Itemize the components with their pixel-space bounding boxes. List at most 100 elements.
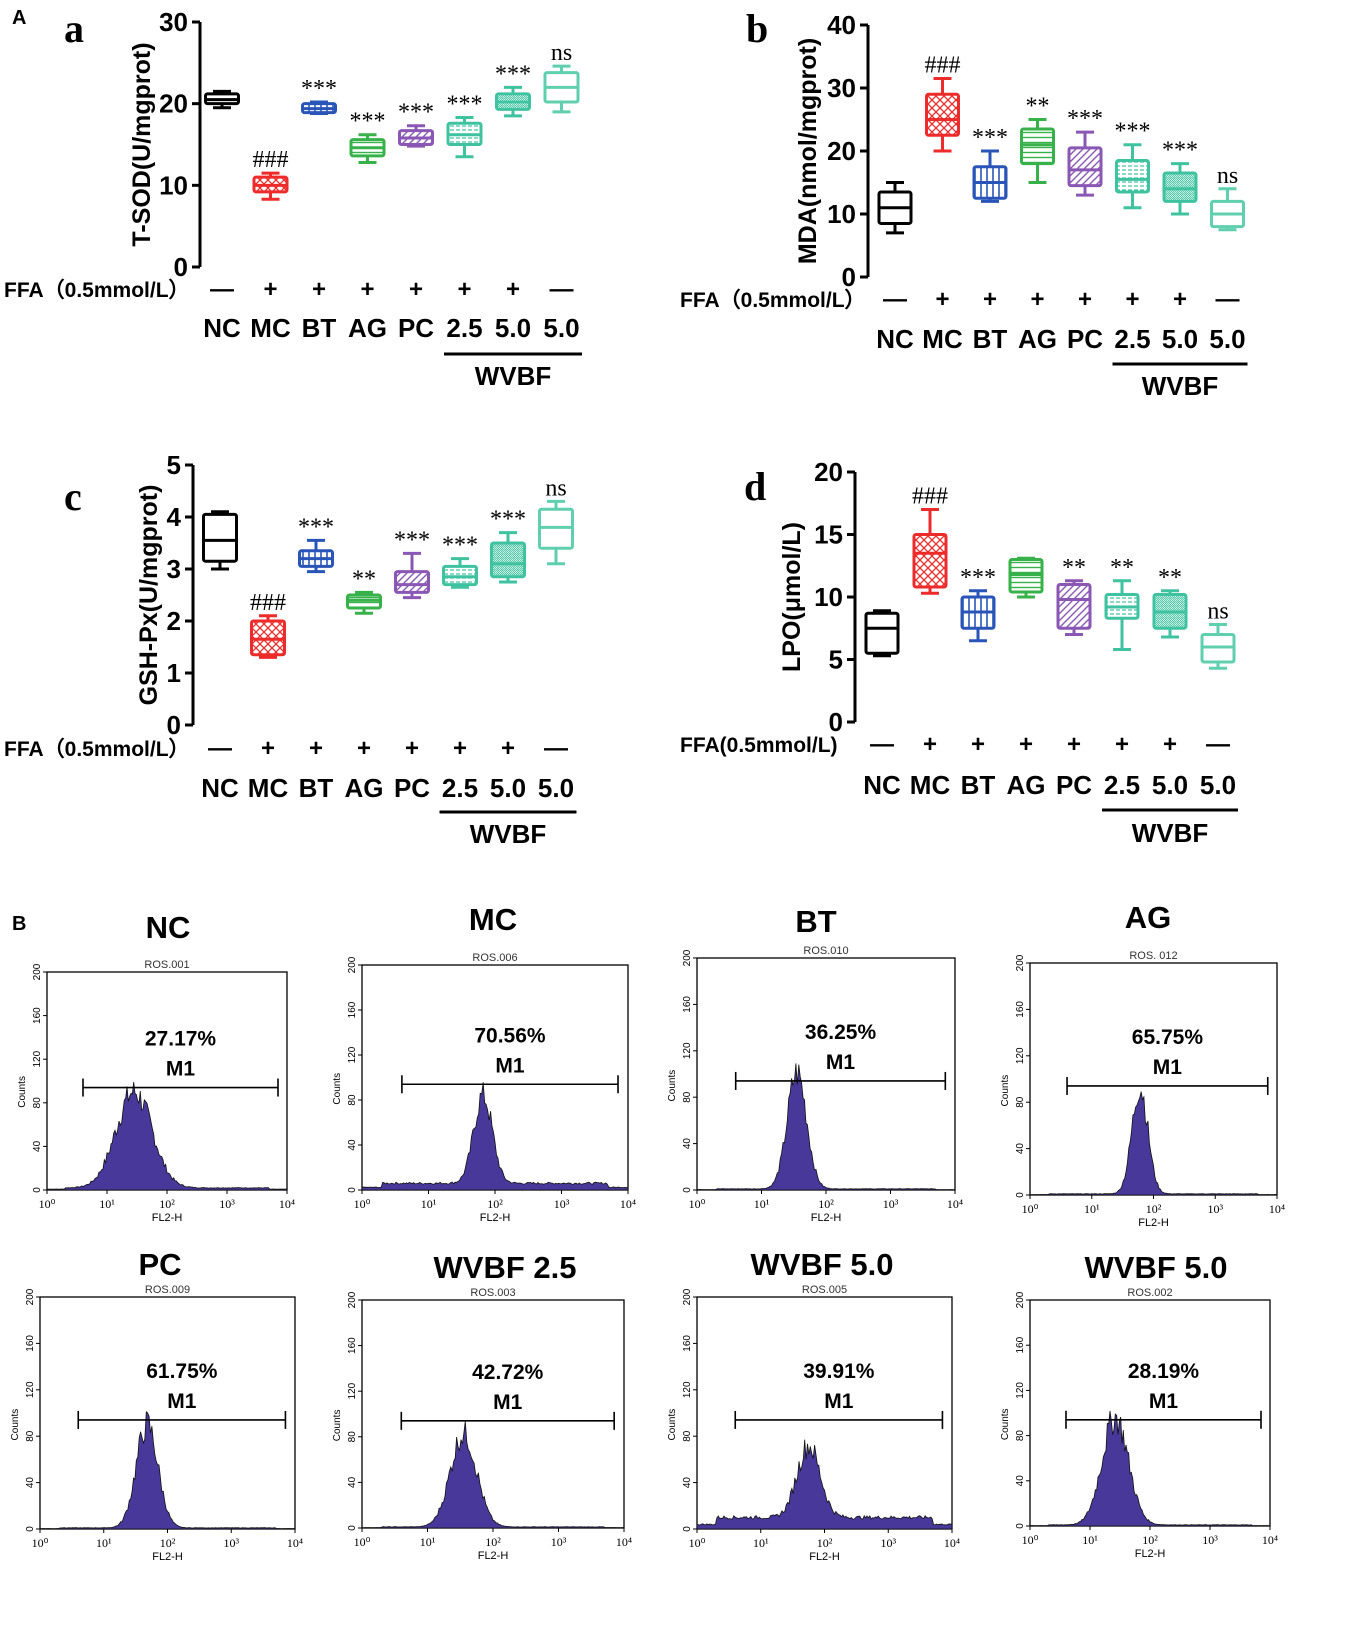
x-tick-label: 10² xyxy=(1142,1533,1158,1547)
treatment-sign: + xyxy=(261,735,275,762)
box-5-0-7: ns xyxy=(543,40,580,114)
y-axis-label: MDA(nmol/mgprot) xyxy=(794,38,822,264)
significance-mark: *** xyxy=(398,100,434,126)
y-tick-label: 80 xyxy=(25,1430,36,1442)
gate-label: M1 xyxy=(1149,1390,1178,1413)
x-tick-label: 10⁴ xyxy=(944,1536,960,1550)
x-axis-label: FL2-H xyxy=(1138,1217,1169,1229)
x-tick-label: 10³ xyxy=(883,1197,899,1211)
x-tick-label: 10² xyxy=(160,1536,176,1550)
y-tick-label: 120 xyxy=(25,1381,36,1398)
gate-percent: 70.56% xyxy=(474,1024,546,1047)
y-tick-label: 120 xyxy=(32,1050,43,1067)
x-tick-label: 10⁴ xyxy=(1269,1202,1285,1216)
y-tick-label: 4 xyxy=(167,502,182,532)
y-axis-label: Counts xyxy=(1000,1408,1011,1440)
box-pc-4: *** xyxy=(1067,106,1103,197)
treatment-label: FFA(0.5mmol/L) xyxy=(680,734,838,757)
treatment-sign: + xyxy=(983,286,997,313)
x-tick-label: 10³ xyxy=(1207,1202,1223,1216)
x-tick-label: 10³ xyxy=(551,1535,567,1549)
significance-mark: ns xyxy=(1207,599,1228,625)
gate-percent: 39.91% xyxy=(803,1360,875,1383)
y-tick-label: 10 xyxy=(159,170,188,200)
category-label: AG xyxy=(1018,324,1057,354)
box-2-5-5: *** xyxy=(1115,119,1151,210)
category-label: PC xyxy=(394,773,430,803)
box-body xyxy=(1020,127,1055,166)
gate-label: M1 xyxy=(166,1058,195,1081)
y-tick-label: 160 xyxy=(682,1335,693,1352)
significance-mark: ** xyxy=(1110,555,1134,581)
treatment-sign: + xyxy=(263,276,277,303)
box-2-5-5: *** xyxy=(446,92,483,159)
y-tick-label: 200 xyxy=(1015,1291,1026,1308)
category-label: 2.5 xyxy=(1114,324,1150,354)
y-tick-label: 0 xyxy=(347,1525,358,1531)
treatment-label: FFA（0.5mmol/L） xyxy=(4,737,190,761)
x-tick-label: 10² xyxy=(159,1197,175,1211)
treatment-sign: + xyxy=(357,735,371,762)
box-5-0-6: *** xyxy=(495,61,531,118)
significance-mark: ### xyxy=(253,147,289,173)
x-tick-label: 10⁰ xyxy=(689,1536,706,1550)
treatment-sign: + xyxy=(1019,731,1033,758)
treatment-sign: + xyxy=(1163,731,1177,758)
panel-label-d: d xyxy=(744,464,766,509)
treatment-sign: + xyxy=(1078,286,1092,313)
x-axis-label: FL2-H xyxy=(152,1551,183,1563)
treatment-sign: + xyxy=(1115,731,1129,758)
box-nc-0 xyxy=(202,510,238,571)
group-label-wvbf: WVBF xyxy=(1142,371,1219,401)
significance-mark: *** xyxy=(298,514,334,540)
y-axis-label: Counts xyxy=(1000,1075,1011,1107)
significance-mark: ns xyxy=(545,475,566,501)
histogram-subtitle: ROS.010 xyxy=(803,945,848,957)
category-label: 5.0 xyxy=(490,773,526,803)
histogram-title: BT xyxy=(795,904,836,939)
box-mc-1: ### xyxy=(925,53,961,153)
gate-percent: 42.72% xyxy=(472,1361,544,1384)
flow-histogram-panels: NC ROS.001 0 40 80 120 160 200 Counts 10⁰ 10¹ 10² 10… xyxy=(10,900,1285,1563)
y-tick-label: 160 xyxy=(1015,1336,1026,1353)
y-tick-label: 120 xyxy=(682,1381,693,1398)
category-label: BT xyxy=(302,313,337,343)
y-tick-label: 0 xyxy=(1015,1192,1026,1198)
treatment-sign: — xyxy=(208,735,232,762)
y-axis-label: Counts xyxy=(332,1073,343,1105)
box-bt-2: *** xyxy=(298,514,334,574)
treatment-sign: + xyxy=(501,735,515,762)
x-tick-label: 10⁰ xyxy=(689,1197,706,1211)
category-label: 2.5 xyxy=(442,773,478,803)
histogram-panel-7: WVBF 5.0 ROS.002 0 40 80 120 160 200 Counts 10⁰ 10… xyxy=(1000,1250,1278,1560)
y-tick-label: 40 xyxy=(347,1476,358,1488)
y-tick-label: 0 xyxy=(167,710,181,740)
box-ag-3: ** xyxy=(1020,94,1055,184)
x-tick-label: 10¹ xyxy=(1082,1533,1098,1547)
box-nc-0 xyxy=(204,89,240,110)
y-tick-label: 120 xyxy=(1015,1047,1026,1064)
box-5-0-7: ns xyxy=(1210,163,1245,232)
x-tick-label: 10¹ xyxy=(754,1197,770,1211)
treatment-sign: + xyxy=(506,276,520,303)
box-body xyxy=(1115,158,1150,194)
significance-mark: *** xyxy=(394,527,430,553)
box-bt-2: *** xyxy=(301,76,337,115)
y-tick-label: 200 xyxy=(347,956,358,973)
histogram-distribution xyxy=(361,1082,629,1191)
histogram-subtitle: ROS.001 xyxy=(144,959,189,971)
histogram-panel-3: AG ROS. 012 0 40 80 120 160 200 Counts 10⁰ 10¹ 10² 1… xyxy=(1000,900,1285,1229)
y-tick-label: 30 xyxy=(827,73,856,103)
y-tick-label: 80 xyxy=(347,1431,358,1443)
y-tick-label: 120 xyxy=(1015,1382,1026,1399)
treatment-sign: — xyxy=(883,286,907,313)
box-pc-4: *** xyxy=(398,100,434,148)
gate-label: M1 xyxy=(493,1391,522,1414)
x-tick-label: 10⁴ xyxy=(947,1197,963,1211)
x-tick-label: 10² xyxy=(487,1197,503,1211)
histogram-subtitle: ROS.002 xyxy=(1127,1287,1172,1299)
x-tick-label: 10⁴ xyxy=(279,1197,295,1211)
histogram-title: PC xyxy=(138,1247,181,1282)
category-label: PC xyxy=(398,313,434,343)
box-mc-1: ### xyxy=(252,147,289,201)
